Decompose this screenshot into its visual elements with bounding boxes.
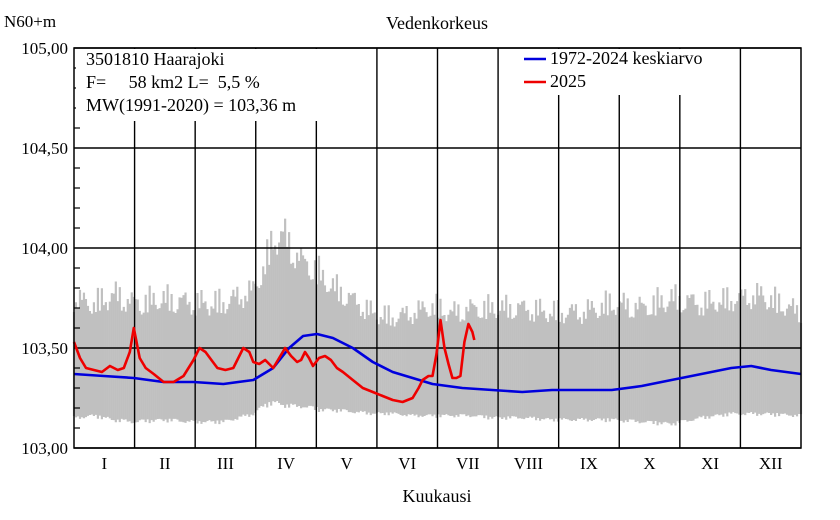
station-info-line: MW(1991-2020) = 103,36 m — [86, 95, 296, 116]
month-tick-label: V — [340, 454, 353, 473]
month-tick-label: VI — [398, 454, 416, 473]
y-tick-label: 104,00 — [21, 239, 68, 258]
y-axis-unit-label: N60+m — [4, 12, 56, 31]
series-average-line — [73, 332, 802, 394]
station-info: 3501810 Haarajoki F= 58 km2 L= 5,5 % MW(19… — [86, 49, 296, 116]
month-tick-label: X — [643, 454, 655, 473]
legend-entry: 1972-2024 keskiarvo — [550, 48, 702, 68]
x-axis-label: Kuukausi — [403, 486, 472, 506]
station-info-background — [76, 49, 344, 121]
month-tick-label: IX — [580, 454, 598, 473]
station-info-line: F= 58 km2 L= 5,5 % — [86, 72, 260, 92]
legend-entry: 2025 — [550, 71, 586, 91]
month-tick-label: XI — [701, 454, 719, 473]
month-tick-label: XII — [759, 454, 783, 473]
y-tick-label: 104,50 — [21, 139, 68, 158]
month-tick-label: VIII — [514, 454, 544, 473]
y-tick-label: 103,50 — [21, 339, 68, 358]
month-tick-label: III — [217, 454, 234, 473]
legend-background — [516, 49, 732, 95]
station-info-line: 3501810 Haarajoki — [86, 49, 224, 69]
y-tick-label: 105,00 — [21, 39, 68, 58]
month-tick-label: VII — [456, 454, 480, 473]
plot-frame — [73, 47, 802, 449]
y-tick-label: 103,00 — [21, 439, 68, 458]
chart-title: Vedenkorkeus — [386, 13, 488, 33]
month-tick-label: II — [159, 454, 171, 473]
month-tick-label: IV — [277, 454, 296, 473]
month-tick-label: I — [101, 454, 107, 473]
series-2025-line — [72, 318, 476, 404]
